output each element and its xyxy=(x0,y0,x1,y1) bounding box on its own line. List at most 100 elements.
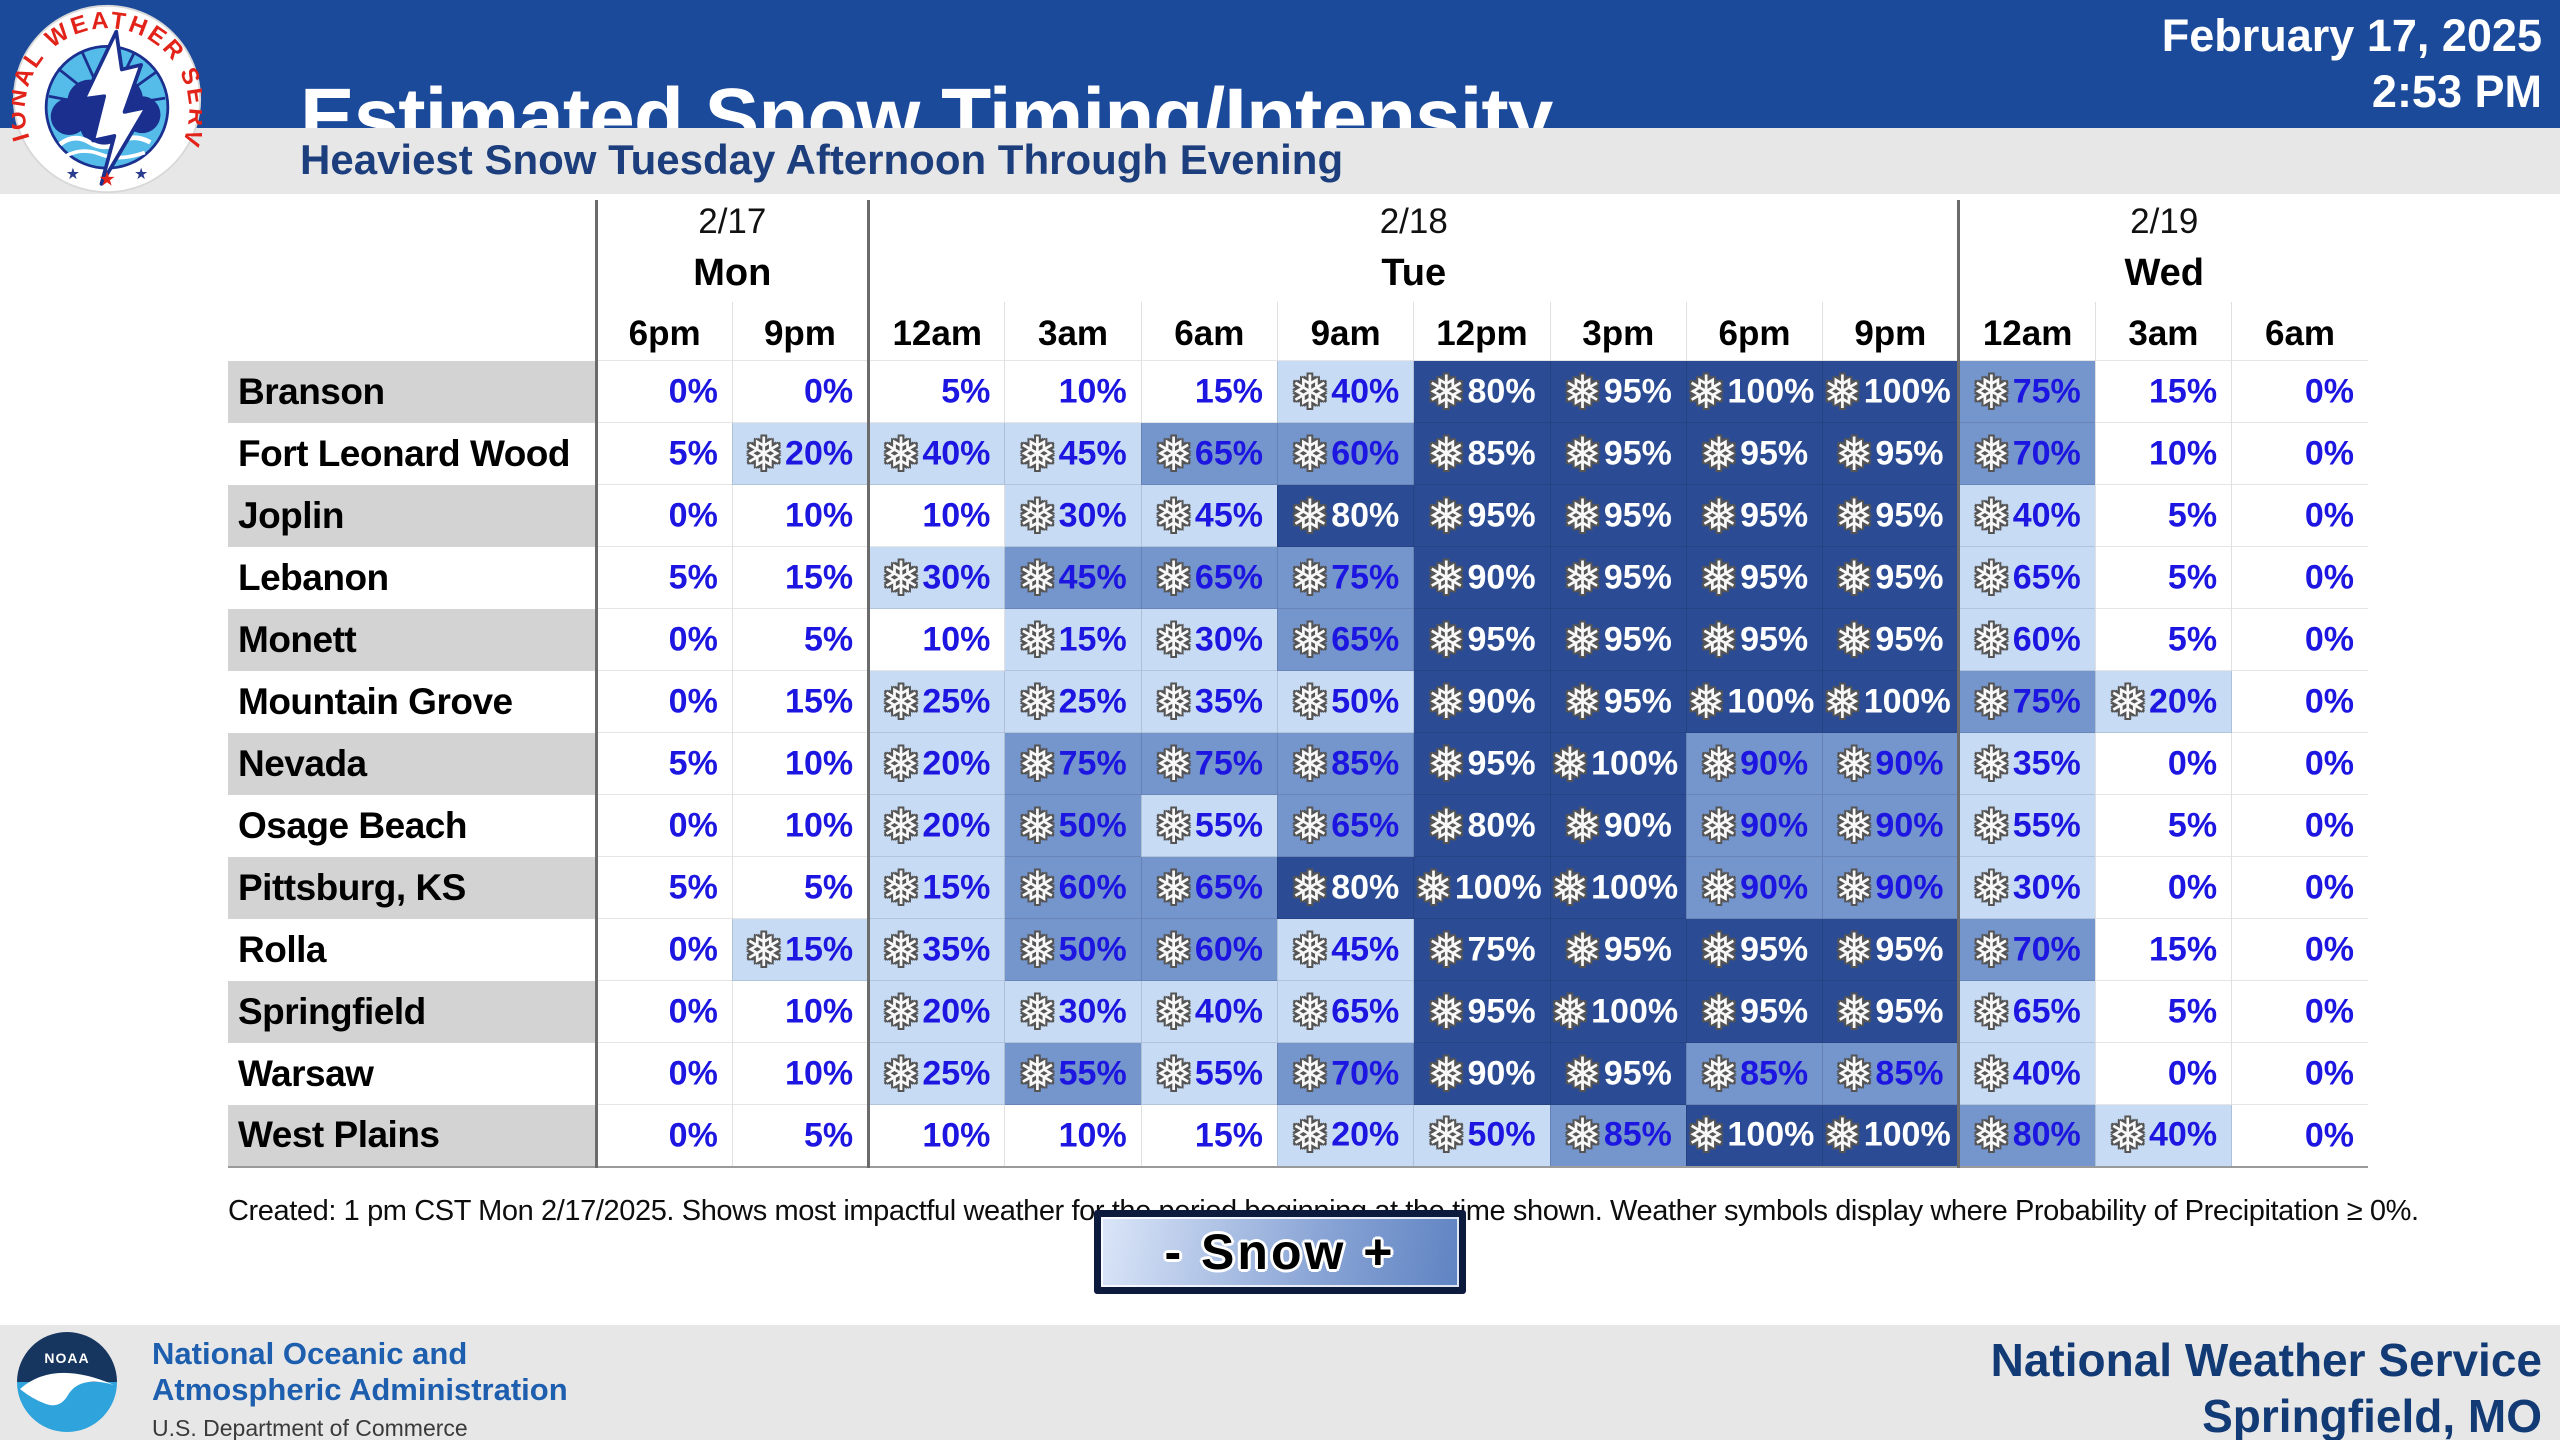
probability-value: 80% xyxy=(1467,372,1536,410)
forecast-cell: 15% xyxy=(731,546,869,609)
snowflake-icon: ❅ xyxy=(1699,861,1739,914)
snowflake-icon: ❅ xyxy=(1972,427,2011,480)
forecast-cell: ❅95% xyxy=(1822,484,1959,547)
probability-value: 95% xyxy=(1467,744,1536,782)
probability-value: 55% xyxy=(2012,806,2081,844)
forecast-cell: 15% xyxy=(2094,360,2232,423)
snowflake-icon: ❅ xyxy=(1686,1109,1726,1162)
forecast-cell: ❅70% xyxy=(1957,918,2096,981)
forecast-cell: ❅65% xyxy=(1140,856,1278,919)
location-label: Mountain Grove xyxy=(238,680,513,722)
probability-value: 20% xyxy=(922,744,991,782)
snowflake-icon: ❅ xyxy=(1154,613,1193,666)
time-header: 9pm xyxy=(1822,302,1959,361)
probability-value: 0% xyxy=(803,372,854,411)
forecast-cell: ❅75% xyxy=(1004,732,1142,795)
day-label: Wed xyxy=(2124,252,2204,294)
forecast-cell: ❅20% xyxy=(731,422,869,485)
forecast-cell: ❅85% xyxy=(1413,422,1551,485)
day-label: Tue xyxy=(1381,252,1447,294)
snowflake-icon: ❅ xyxy=(1563,551,1602,604)
date-day-header-row: 2/17 Mon 2/18 Tue 2/19 Wed xyxy=(228,200,2368,361)
snowflake-icon: ❅ xyxy=(1426,737,1466,790)
time-header: 12am xyxy=(1957,302,2096,361)
forecast-cell: ❅60% xyxy=(1004,856,1142,919)
probability-value: 85% xyxy=(1740,1054,1809,1092)
probability-value: 0% xyxy=(668,496,718,535)
probability-value: 0% xyxy=(668,806,718,845)
forecast-cell: 10% xyxy=(1004,360,1142,423)
snowflake-icon: ❅ xyxy=(1018,427,1057,480)
probability-value: 5% xyxy=(668,558,718,597)
time-header: 12am xyxy=(867,302,1005,361)
snowflake-icon: ❅ xyxy=(1972,551,2011,604)
forecast-cell: 0% xyxy=(2231,732,2368,795)
forecast-cell: ❅95% xyxy=(1685,980,1823,1043)
snowflake-icon: ❅ xyxy=(1686,365,1726,418)
forecast-cell: ❅95% xyxy=(1549,484,1687,547)
probability-value: 90% xyxy=(1603,806,1672,844)
probability-value: 60% xyxy=(1331,434,1400,472)
probability-value: 95% xyxy=(1603,434,1672,472)
forecast-cell: ❅60% xyxy=(1276,422,1414,485)
probability-value: 100% xyxy=(1863,372,1951,410)
forecast-cell: ❅70% xyxy=(1957,422,2096,485)
probability-value: 10% xyxy=(922,496,991,535)
snowflake-icon: ❅ xyxy=(1154,923,1193,976)
forecast-cell: ❅60% xyxy=(1140,918,1278,981)
forecast-cell: ❅70% xyxy=(1276,1042,1414,1105)
forecast-cell: 5% xyxy=(594,856,733,919)
svg-text:★: ★ xyxy=(134,166,148,183)
probability-value: 45% xyxy=(1058,558,1127,596)
snowflake-icon: ❅ xyxy=(1018,985,1057,1038)
probability-value: 25% xyxy=(922,1054,991,1092)
forecast-cell: ❅100% xyxy=(1822,1104,1959,1168)
forecast-cell: ❅95% xyxy=(1549,608,1687,671)
forecast-cell: ❅95% xyxy=(1685,422,1823,485)
probability-value: 0% xyxy=(668,1054,718,1093)
forecast-cell: 5% xyxy=(594,546,733,609)
forecast-cell: ❅65% xyxy=(1276,980,1414,1043)
forecast-cell: 0% xyxy=(2231,484,2368,547)
time-header: 9am xyxy=(1276,302,1414,361)
forecast-cell: ❅85% xyxy=(1276,732,1414,795)
probability-value: 10% xyxy=(922,1116,991,1155)
probability-value: 20% xyxy=(1331,1115,1400,1154)
snowflake-icon: ❅ xyxy=(1290,923,1330,976)
table-row: Lebanon 5% 15% ❅30% ❅45% ❅65% ❅75% ❅90% ❅95% ❅95%… xyxy=(228,546,2368,609)
probability-value: 10% xyxy=(785,744,854,783)
nws-office-block: National Weather Service Springfield, MO xyxy=(1991,1332,2542,1440)
forecast-cell: 15% xyxy=(2094,918,2232,981)
probability-value: 30% xyxy=(1058,496,1127,534)
probability-value: 95% xyxy=(1467,496,1536,534)
forecast-table-wrap: 2/17 Mon 2/18 Tue 2/19 Wed 6pm 9pm 12am 3am 6am 9a… xyxy=(228,200,2368,1168)
probability-value: 60% xyxy=(1058,868,1127,906)
forecast-cell: 5% xyxy=(2094,980,2232,1043)
forecast-cell: ❅35% xyxy=(1140,670,1278,733)
forecast-cell: ❅95% xyxy=(1822,422,1959,485)
forecast-cell: 10% xyxy=(731,732,869,795)
probability-value: 0% xyxy=(2304,620,2354,659)
table-row: Warsaw 0% 10% ❅25% ❅55% ❅55% ❅70% ❅90% ❅95% ❅85% ❅… xyxy=(228,1042,2368,1105)
time-header: 3am xyxy=(1004,302,1142,361)
snowflake-icon: ❅ xyxy=(1834,985,1874,1038)
probability-value: 40% xyxy=(1194,992,1263,1030)
forecast-cell: ❅95% xyxy=(1549,670,1687,733)
snowflake-icon: ❅ xyxy=(1563,613,1602,666)
snowflake-icon: ❅ xyxy=(881,737,921,790)
probability-value: 90% xyxy=(1467,1054,1536,1092)
probability-value: 5% xyxy=(2167,558,2218,597)
probability-value: 60% xyxy=(1194,930,1263,968)
forecast-cell: ❅55% xyxy=(1957,794,2096,857)
snowflake-icon: ❅ xyxy=(881,675,921,728)
snowflake-icon: ❅ xyxy=(1018,737,1057,790)
forecast-cell: ❅100% xyxy=(1549,856,1687,919)
probability-value: 95% xyxy=(1740,992,1809,1030)
probability-value: 90% xyxy=(1875,806,1944,844)
table-row: Monett 0% 5% 10% ❅15% ❅30% ❅65% ❅95% ❅95% ❅95% ❅95… xyxy=(228,608,2368,671)
probability-value: 5% xyxy=(668,868,718,907)
forecast-cell: 5% xyxy=(2094,546,2232,609)
forecast-cell: ❅95% xyxy=(1822,918,1959,981)
probability-value: 0% xyxy=(668,992,718,1031)
snowflake-icon: ❅ xyxy=(1823,675,1862,728)
